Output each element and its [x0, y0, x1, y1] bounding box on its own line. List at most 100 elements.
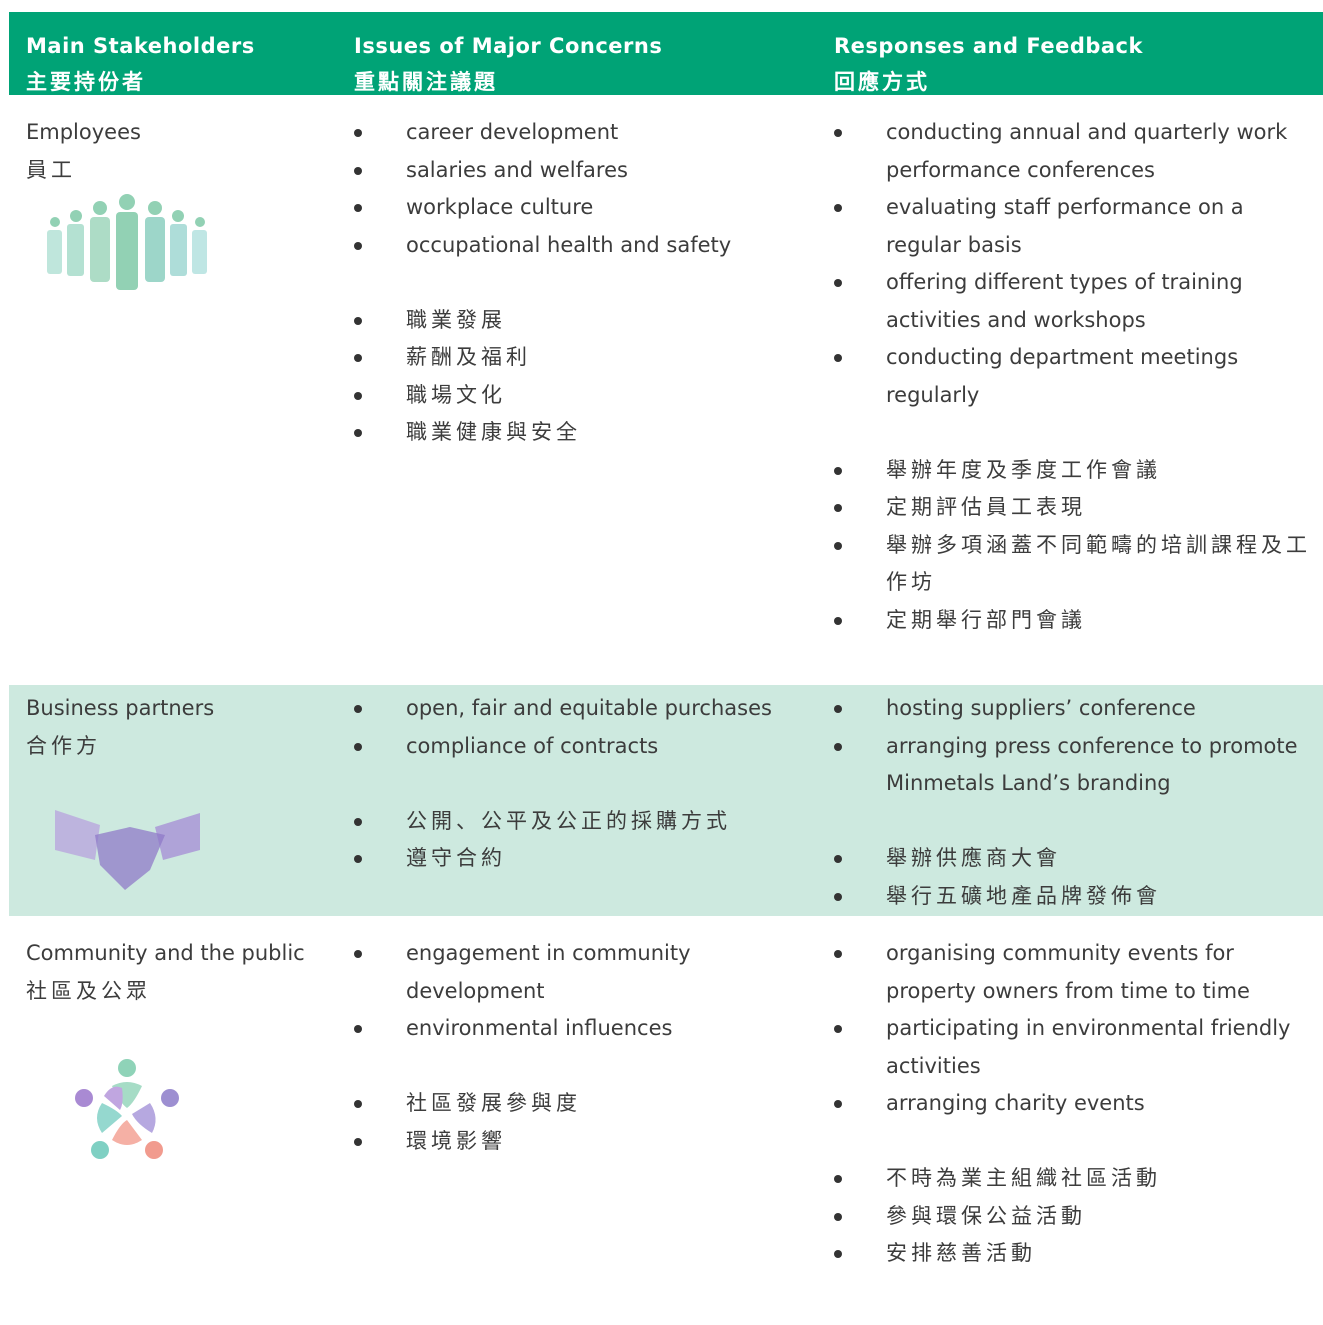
- table-cell: hosting suppliers’ conference arranging p…: [834, 690, 1323, 915]
- table-cell: career development salaries and welfares w…: [354, 114, 804, 452]
- bullet-item: arranging charity events: [834, 1085, 1323, 1123]
- item-text: workplace culture: [406, 195, 594, 219]
- bullet: [834, 1250, 842, 1258]
- header-en: Main Stakeholders: [26, 34, 255, 58]
- bullet-item: 參與環保公益活動: [834, 1198, 1323, 1236]
- item-text: organising community events for property…: [886, 941, 1250, 1003]
- item-text: 社區發展參與度: [406, 1091, 581, 1115]
- bullet: [834, 1212, 842, 1221]
- bullet: [354, 354, 362, 362]
- bullet: [834, 204, 842, 212]
- bullet-item: occupational health and safety: [354, 227, 804, 265]
- item-text: 職業健康與安全: [406, 420, 581, 444]
- table-cell: engagement in community development envir…: [354, 935, 804, 1160]
- header-cell: Responses and Feedback 回應方式: [834, 28, 1143, 100]
- bullet-item: career development: [354, 114, 804, 152]
- item-text: open, fair and equitable purchases: [406, 696, 772, 720]
- spacer: [834, 1123, 1323, 1161]
- item-text: 安排慈善活動: [886, 1241, 1036, 1265]
- item-text: arranging press conference to promote Mi…: [886, 733, 1298, 796]
- spacer: [834, 414, 1323, 452]
- item-text: compliance of contracts: [406, 733, 659, 758]
- item-text: engagement in community development: [406, 941, 691, 1003]
- item-text: salaries and welfares: [406, 157, 628, 182]
- stakeholder-en: Employees: [26, 120, 141, 144]
- bullet: [834, 504, 842, 512]
- stakeholder-en: Community and the public: [26, 941, 305, 965]
- table-cell: Community and the public 社區及公眾: [26, 935, 336, 1010]
- bullet-item: conducting department meetings regularly: [834, 339, 1323, 414]
- header-zh: 主要持份者: [26, 70, 146, 94]
- item-text: participating in environmental friendly …: [886, 1016, 1291, 1078]
- partners-icon: [55, 810, 200, 890]
- bullet: [834, 855, 842, 863]
- community-icon: [75, 1059, 179, 1159]
- bullet-item: 職業健康與安全: [354, 414, 804, 452]
- table-row: Community and the public 社區及公眾 engagement …: [9, 916, 1323, 1325]
- item-text: occupational health and safety: [406, 232, 732, 257]
- item-text: 職場文化: [406, 382, 506, 407]
- bullet-item: evaluating staff performance on a regula…: [834, 189, 1323, 264]
- item-text: conducting department meetings regularly: [886, 345, 1239, 407]
- bullet: [354, 391, 362, 400]
- item-text: 環境影響: [406, 1128, 506, 1153]
- bullet-item: 舉行五礦地產品牌發佈會: [834, 878, 1323, 916]
- bullet-item: arranging press conference to promote Mi…: [834, 728, 1323, 803]
- bullet-list: 不時為業主組織社區活動 參與環保公益活動安排慈善活動: [834, 1160, 1323, 1273]
- bullet: [834, 742, 842, 751]
- bullet-list: 社區發展參與度 環境影響: [354, 1085, 804, 1160]
- bullet-item: 環境影響: [354, 1123, 804, 1161]
- bullet-item: conducting annual and quarterly work per…: [834, 114, 1323, 189]
- item-text: 職業發展: [406, 307, 506, 332]
- table-header: Main Stakeholders 主要持份者 Issues of Major Co…: [9, 12, 1323, 95]
- bullet-list: conducting annual and quarterly work per…: [834, 114, 1323, 414]
- bullet: [354, 129, 362, 137]
- bullet-item: 安排慈善活動: [834, 1235, 1323, 1273]
- bullet-list: 舉辦年度及季度工作會議 定期評估員工表現 舉辦多項涵蓋不同範疇的培訓課程及工作坊 定期…: [834, 452, 1323, 640]
- header-en: Responses and Feedback: [834, 34, 1143, 58]
- item-text: evaluating staff performance on a regula…: [886, 195, 1244, 257]
- item-text: 舉辦供應商大會: [886, 846, 1061, 870]
- employees-icon: [47, 194, 207, 290]
- bullet: [354, 429, 362, 437]
- bullet: [834, 1025, 842, 1033]
- bullet-list: 職業發展薪酬及福利職場文化職業健康與安全: [354, 302, 804, 452]
- bullet: [834, 950, 842, 958]
- bullet-item: 不時為業主組織社區活動: [834, 1160, 1323, 1198]
- bullet: [834, 129, 842, 137]
- stakeholder-zh: 員工: [26, 157, 76, 182]
- item-text: hosting suppliers’ conference: [886, 696, 1196, 720]
- spacer: [354, 1048, 804, 1086]
- bullet: [354, 241, 362, 250]
- bullet-item: 薪酬及福利: [354, 339, 804, 377]
- bullet: [354, 950, 362, 958]
- bullet-item: 職業發展: [354, 302, 804, 340]
- bullet-item: 舉辦多項涵蓋不同範疇的培訓課程及工作坊: [834, 527, 1323, 602]
- item-text: environmental influences: [406, 1016, 673, 1040]
- bullet-list: 舉辦供應商大會舉行五礦地產品牌發佈會: [834, 840, 1323, 915]
- header-zh: 回應方式: [834, 70, 930, 94]
- bullet: [834, 1100, 842, 1108]
- header-cell: Main Stakeholders 主要持份者: [26, 28, 255, 100]
- item-text: 遵守合約: [406, 846, 506, 870]
- bullet-item: 公開、公平及公正的採購方式: [354, 803, 804, 841]
- bullet-list: organising community events for property…: [834, 935, 1323, 1123]
- item-text: arranging charity events: [886, 1091, 1145, 1115]
- item-text: 舉辦多項涵蓋不同範疇的培訓課程及工作坊: [886, 532, 1311, 595]
- bullet-item: environmental influences: [354, 1010, 804, 1048]
- table-cell: Employees 員工: [26, 114, 336, 189]
- bullet: [354, 204, 362, 212]
- bullet-item: 舉辦供應商大會: [834, 840, 1323, 878]
- bullet-item: participating in environmental friendly …: [834, 1010, 1323, 1085]
- stakeholder-zh: 合作方: [26, 733, 101, 758]
- bullet-item: offering different types of training act…: [834, 264, 1323, 339]
- bullet-item: workplace culture: [354, 189, 804, 227]
- bullet-list: 公開、公平及公正的採購方式遵守合約: [354, 803, 804, 878]
- table-cell: organising community events for property…: [834, 935, 1323, 1273]
- bullet-item: 定期評估員工表現: [834, 489, 1323, 527]
- bullet-item: hosting suppliers’ conference: [834, 690, 1323, 728]
- bullet: [354, 705, 362, 713]
- bullet-list: engagement in community development envir…: [354, 935, 804, 1048]
